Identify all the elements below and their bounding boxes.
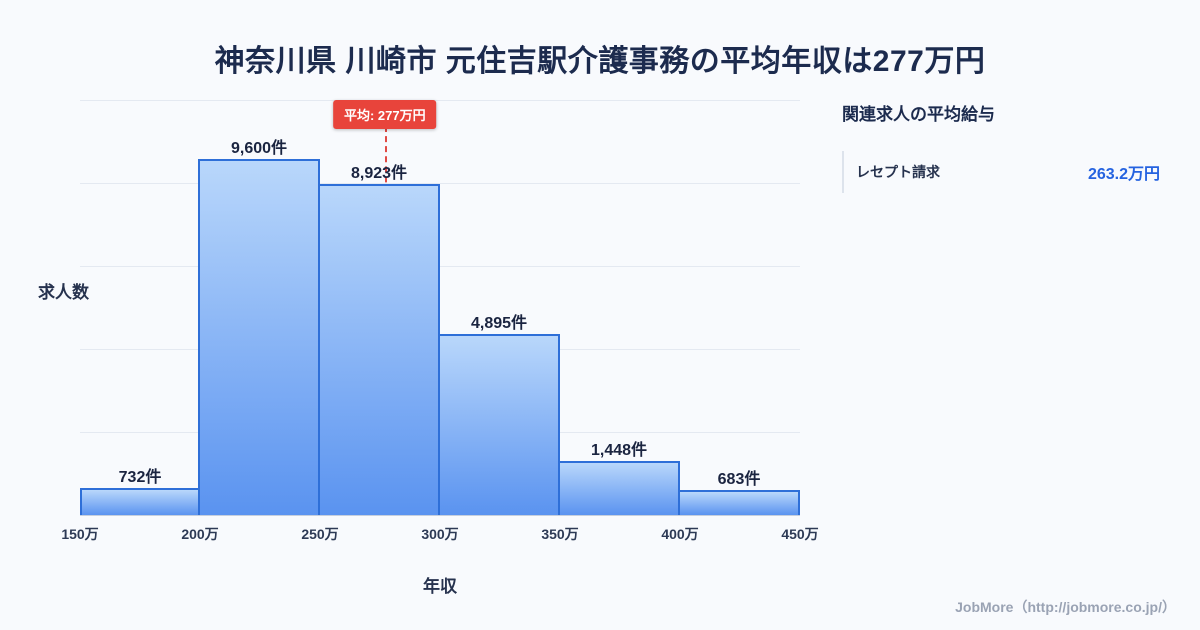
x-tick-label: 400万 <box>661 526 699 542</box>
x-axis-line <box>80 515 800 516</box>
bar-value-label: 9,600件 <box>230 140 288 158</box>
page-title: 神奈川県 川崎市 元住吉駅介護事務の平均年収は277万円 <box>214 45 986 78</box>
x-tick-label: 200万 <box>181 526 219 542</box>
bar-value-label: 8,923件 <box>350 165 408 183</box>
plot-area: 平均: 277万円 732件 9,600件 8,923件 4,895件 1,448件 68… <box>80 100 800 516</box>
list-item-value: 263.2万円 <box>1087 166 1160 183</box>
bar-400万-450万: 683件 <box>678 471 800 515</box>
gridline <box>80 100 800 101</box>
x-tick-label: 350万 <box>541 526 579 542</box>
bar-250万-300万: 8,923件 <box>318 165 440 515</box>
y-axis-label: 求人数 <box>38 283 89 302</box>
x-axis-ticks: 150万 200万 250万 300万 350万 400万 450万 <box>61 524 818 544</box>
bar-150万-200万: 732件 <box>80 469 200 515</box>
side-panel-heading: 関連求人の平均給与 <box>842 105 995 124</box>
bar-200万-250万: 9,600件 <box>198 140 320 515</box>
bar-value-label: 683件 <box>717 470 761 488</box>
bar-value-label: 4,895件 <box>470 314 528 332</box>
bar-value-label: 1,448件 <box>590 442 648 460</box>
bar-value-label: 732件 <box>118 468 162 486</box>
list-item: レセプト請求 263.2万円 <box>842 151 1160 193</box>
side-panel: 関連求人の平均給与 レセプト請求 263.2万円 <box>842 100 1160 193</box>
average-badge: 平均: 277万円 <box>332 100 437 129</box>
gridline <box>80 266 800 267</box>
x-tick-label: 300万 <box>421 526 459 542</box>
x-tick-label: 150万 <box>61 526 99 542</box>
bar-300万-350万: 4,895件 <box>438 315 560 515</box>
x-tick-label: 250万 <box>301 526 339 542</box>
gridline <box>80 183 800 184</box>
x-axis-label: 年収 <box>423 577 457 596</box>
list-item-label: レセプト請求 <box>856 164 940 180</box>
x-tick-label: 450万 <box>781 526 819 542</box>
footer-credit: JobMore（http://jobmore.co.jp/） <box>955 599 1176 615</box>
bar-350万-400万: 1,448件 <box>558 442 680 515</box>
